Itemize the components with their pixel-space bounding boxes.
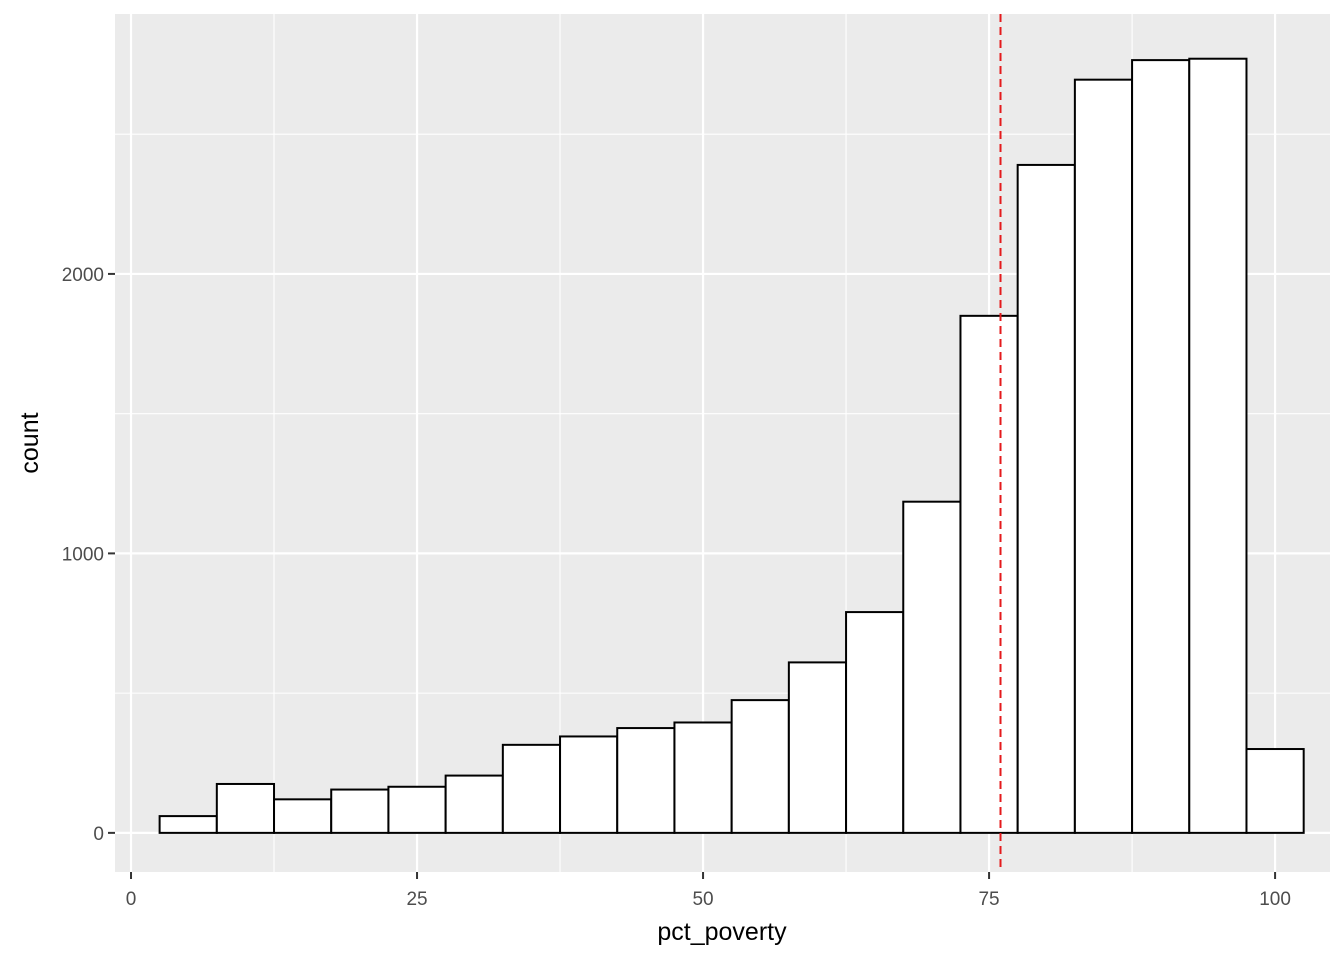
x-axis: 0 25 50 75 100 (126, 872, 1291, 910)
y-tick-label: 0 (93, 824, 104, 845)
histogram-bar (158, 815, 218, 834)
histogram-bar (1073, 78, 1134, 834)
x-tick-label: 50 (692, 889, 713, 910)
histogram-bar (387, 785, 447, 834)
y-axis-title: count (16, 412, 44, 473)
histogram-bar (444, 774, 504, 834)
histogram-bar (330, 788, 390, 834)
histogram-bar (1245, 748, 1305, 834)
histogram-bar (273, 798, 333, 834)
x-tick-label: 75 (978, 889, 999, 910)
histogram-bar (673, 721, 733, 834)
histogram-bar (902, 500, 962, 834)
y-tick-label: 2000 (62, 265, 104, 286)
histogram-bar (959, 314, 1019, 834)
y-tick-label: 1000 (62, 544, 104, 565)
x-tick-label: 100 (1259, 889, 1291, 910)
histogram-bar (1131, 59, 1191, 834)
histogram-bar (787, 661, 848, 834)
histogram-bar (616, 727, 676, 834)
histogram-bar (1188, 57, 1248, 834)
histogram-bar (559, 735, 619, 834)
x-tick-label: 25 (406, 889, 427, 910)
bars (158, 57, 1305, 834)
histogram-bar (845, 611, 905, 834)
y-axis: 0 1000 2000 (62, 265, 115, 845)
x-axis-title: pct_poverty (657, 918, 787, 946)
histogram-bar (501, 743, 562, 834)
histogram-bar (730, 699, 790, 834)
histogram-bar (1016, 163, 1076, 834)
x-tick-label: 0 (126, 889, 137, 910)
histogram-bar (215, 782, 276, 834)
